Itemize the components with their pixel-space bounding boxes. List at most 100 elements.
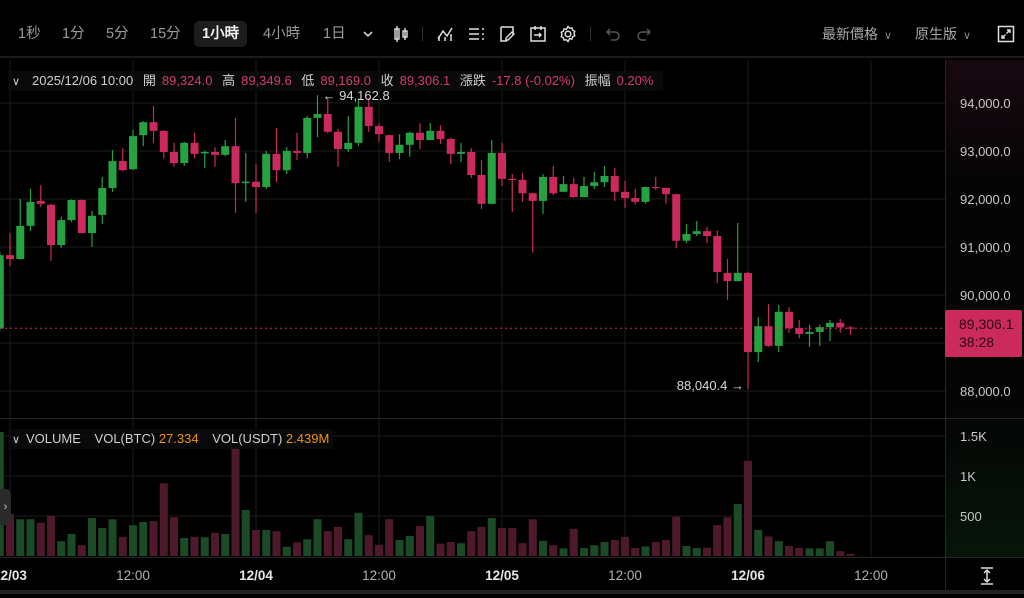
list-icon[interactable]: [465, 22, 487, 46]
candle-countdown: 38:28: [959, 334, 995, 350]
price-tick-label: 91,000.0: [960, 240, 1011, 255]
candle-body: [764, 326, 773, 346]
candle-body: [303, 117, 312, 153]
volume-bar: [836, 551, 845, 556]
candle-body: [57, 220, 66, 246]
gear-icon[interactable]: [557, 22, 579, 46]
expand-panel-handle[interactable]: ›: [0, 489, 11, 525]
candle-body: [436, 130, 445, 139]
candle-body: [518, 179, 527, 194]
volume-bar: [487, 518, 496, 556]
candle-body: [826, 322, 834, 328]
candle-body: [323, 114, 332, 132]
volume-bar: [200, 537, 209, 556]
change-value: -17.8 (-0.02%): [491, 73, 575, 88]
candle-body: [446, 139, 455, 154]
volume-bar: [774, 541, 783, 556]
indicators-icon[interactable]: [434, 22, 456, 46]
undo-icon[interactable]: [602, 22, 624, 46]
fit-vertical-icon[interactable]: [977, 565, 997, 587]
candle-body: [221, 146, 230, 155]
price-tick-label: 94,000.0: [960, 96, 1011, 111]
candle-body: [118, 161, 127, 171]
candle-body: [457, 151, 465, 154]
candle-body: [590, 182, 599, 187]
chevron-down-icon[interactable]: ∨: [12, 76, 21, 88]
candle-body: [231, 146, 240, 184]
volume-bar: [313, 519, 322, 556]
candle-body: [815, 327, 824, 332]
volume-bar: [600, 542, 609, 556]
candle-body: [282, 151, 291, 171]
volume-bar: [631, 548, 640, 556]
candle-body: [88, 215, 96, 234]
candle-body: [559, 184, 568, 192]
volume-bar: [252, 530, 260, 556]
horizontal-scrollbar[interactable]: [0, 590, 1024, 594]
volume-bar: [36, 522, 45, 556]
timeframe-5m[interactable]: 5分: [106, 26, 129, 42]
candle-body: [313, 114, 322, 118]
price-axis[interactable]: [945, 60, 1024, 557]
candle-body: [723, 272, 732, 282]
timeframe-1s[interactable]: 1秒: [18, 26, 41, 42]
timeframe-1m[interactable]: 1分: [62, 26, 85, 42]
legend-datetime: 2025/12/06 10:00: [32, 73, 134, 88]
volume-bar: [733, 504, 742, 556]
candle-body: [569, 184, 578, 198]
candle-body: [580, 186, 588, 198]
high-value: 89,349.6: [241, 73, 292, 88]
volume-bar: [662, 540, 670, 556]
volume-bar: [682, 546, 691, 556]
volume-bar: [805, 548, 814, 556]
volume-bar: [344, 539, 353, 556]
volume-bar: [559, 548, 568, 556]
candle-body: [774, 311, 783, 346]
chevron-down-icon[interactable]: [357, 22, 379, 46]
candle-body: [610, 175, 619, 192]
candle-body: [36, 200, 45, 204]
low-label: 低: [301, 73, 315, 88]
fullscreen-icon[interactable]: [995, 22, 1017, 46]
volume-bar: [846, 553, 855, 556]
volume-bar: [416, 526, 424, 556]
candlestick-type-icon[interactable]: [390, 22, 412, 46]
candle-body: [467, 151, 476, 175]
volume-bar: [580, 548, 588, 556]
chevron-down-icon[interactable]: ∨: [12, 434, 21, 446]
timeframe-4h[interactable]: 4小時: [263, 26, 301, 42]
high-label: 高: [222, 73, 236, 88]
candle-body: [662, 187, 670, 195]
timeframe-15m[interactable]: 15分: [150, 26, 181, 42]
volume-bar: [815, 548, 824, 556]
candle-body: [416, 132, 424, 140]
candle-body: [375, 126, 383, 135]
timeframe-1d[interactable]: 1日: [323, 26, 346, 42]
candle-body: [641, 187, 650, 202]
volume-bar: [354, 512, 363, 556]
volume-bar: [129, 525, 137, 556]
timeframe-1h[interactable]: 1小時: [194, 21, 248, 47]
volume-bar: [518, 543, 527, 556]
volume-bar: [785, 546, 793, 556]
volume-bar: [826, 541, 834, 556]
volume-bar: [405, 536, 414, 556]
price-source-dropdown[interactable]: 最新價格 ∨: [822, 21, 892, 47]
version-label: 原生版: [915, 26, 957, 42]
drawing-icon[interactable]: [496, 22, 518, 46]
time-axis: 12/03 12:00 12/04 12:00 12/05 12:00 12/06 12:00: [0, 568, 888, 583]
replay-icon[interactable]: [527, 22, 549, 46]
change-label: 漲跌: [459, 73, 486, 88]
volume-bar: [323, 531, 332, 556]
volume-bar: [170, 517, 178, 556]
volume-bar: [303, 539, 312, 556]
version-dropdown[interactable]: 原生版 ∨: [915, 21, 971, 47]
volume-bar: [764, 536, 773, 556]
volume-bar: [241, 510, 250, 556]
candle-body: [754, 326, 763, 353]
time-tick-label: 12:00: [854, 568, 888, 583]
open-value: 89,324.0: [161, 73, 213, 88]
candle-body: [405, 132, 414, 145]
redo-icon[interactable]: [633, 22, 655, 46]
